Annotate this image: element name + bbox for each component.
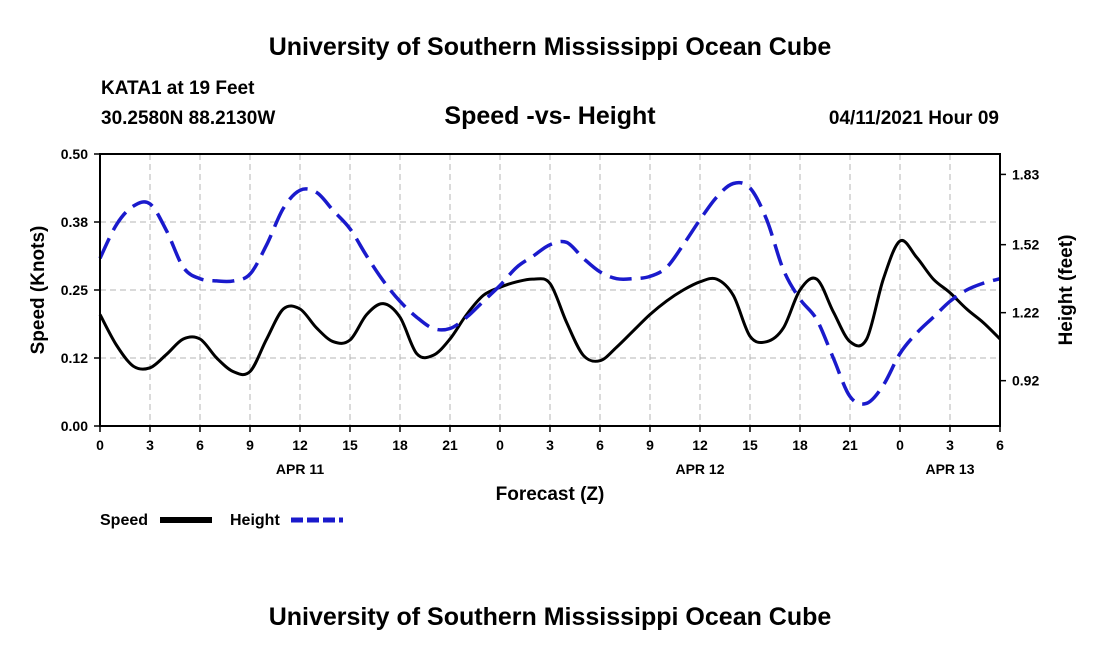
x-tick-label: 21 [442,437,458,453]
y-tick-label: 0.00 [61,418,88,434]
x-tick-label: 18 [792,437,808,453]
x-tick-label: 12 [692,437,708,453]
y2-tick-label: 1.83 [1012,166,1039,182]
x-tick-label: 9 [646,437,654,453]
x-tick-label: 21 [842,437,858,453]
y-tick-label: 0.50 [61,146,88,162]
x-tick-label: 9 [246,437,254,453]
x-tick-label: 0 [96,437,104,453]
y2-tick-label: 1.22 [1012,305,1039,321]
x-tick-label: 0 [896,437,904,453]
x-date-label: APR 12 [675,461,724,477]
x-tick-label: 15 [742,437,758,453]
x-tick-label: 18 [392,437,408,453]
speed-series-line [98,238,1002,377]
page-title-top: University of Southern Mississippi Ocean… [269,33,832,61]
y-tick-label: 0.25 [61,282,88,298]
station-label: KATA1 at 19 Feet [101,78,255,99]
x-tick-label: 0 [496,437,504,453]
x-tick-label: 3 [146,437,154,453]
legend-height-label: Height [230,512,280,529]
axis-ticks: 0 3 6 9 12 15 18 21 0 3 6 9 12 15 18 21 0 3 6 APR 11 APR 12 A… [61,146,1040,477]
y-axis-label: Speed (Knots) [28,226,49,355]
grid-lines [100,154,1000,426]
x-tick-label: 6 [596,437,604,453]
page-title-bottom: University of Southern Mississippi Ocean… [269,603,832,631]
chart-title: Speed -vs- Height [444,102,656,130]
x-tick-label: 15 [342,437,358,453]
x-tick-label: 12 [292,437,308,453]
x-tick-label: 3 [946,437,954,453]
x-tick-label: 6 [996,437,1004,453]
y-tick-label: 0.12 [61,350,88,366]
series-group [98,180,1002,406]
x-date-label: APR 13 [925,461,974,477]
x-date-label: APR 11 [276,461,324,477]
legend-speed-label: Speed [100,512,148,529]
y2-tick-label: 1.52 [1012,237,1039,253]
y-tick-label: 0.38 [61,214,88,230]
x-tick-label: 3 [546,437,554,453]
x-axis-label: Forecast (Z) [496,484,605,505]
y2-axis-label: Height (feet) [1056,235,1077,346]
y2-tick-label: 0.92 [1012,373,1039,389]
height-series-line [98,180,1001,406]
station-coords: 30.2580N 88.2130W [101,108,275,129]
x-tick-label: 6 [196,437,204,453]
forecast-datetime: 04/11/2021 Hour 09 [829,108,999,129]
